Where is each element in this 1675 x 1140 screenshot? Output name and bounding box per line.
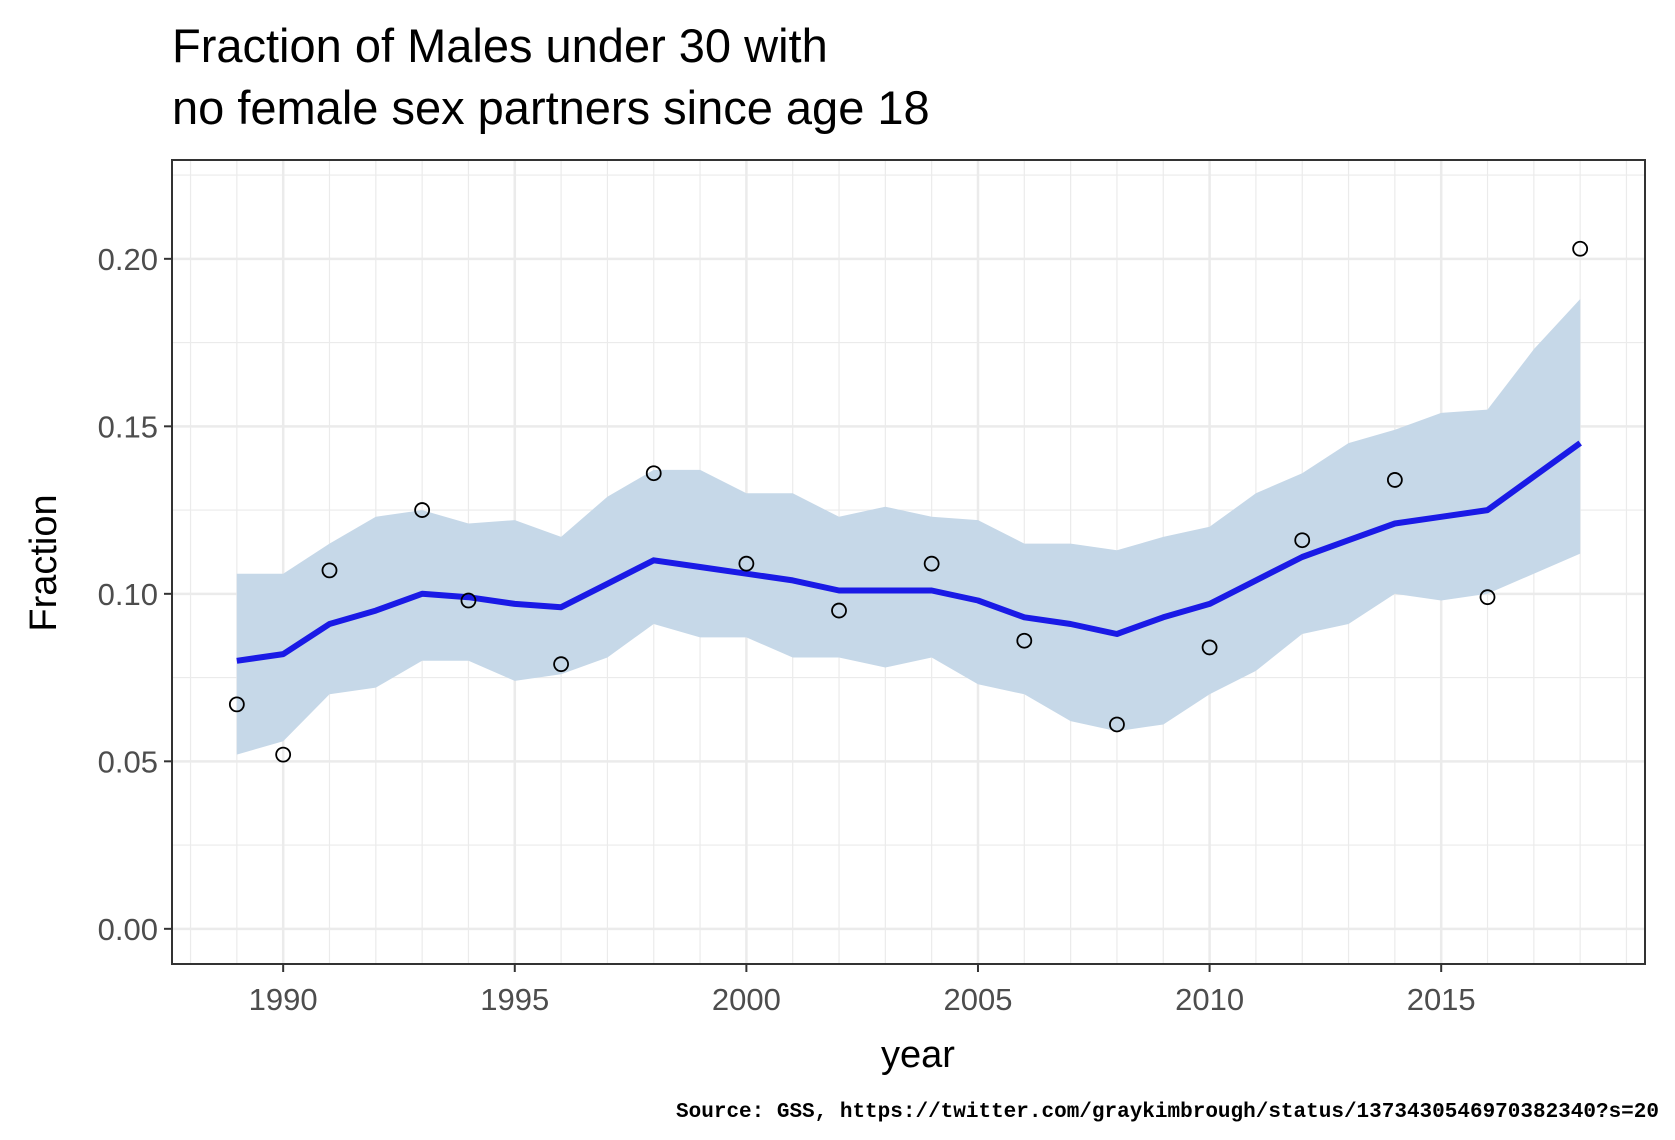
y-axis-ticks: 0.00 0.05 0.10 0.15 0.20: [98, 242, 172, 947]
data-point: [553, 656, 569, 673]
data-point: [321, 562, 338, 579]
x-axis-ticks: 1990 1995 2000 2005 2010 2015: [249, 964, 1476, 1017]
smooth-line: [236, 440, 1582, 664]
data-point: [1386, 472, 1403, 488]
data-points: [228, 240, 1589, 763]
data-point: [275, 746, 292, 763]
chart-title-line2: no female sex partners since age 18: [172, 81, 930, 134]
confidence-ribbon: [236, 299, 1581, 755]
data-point: [414, 502, 431, 518]
x-axis-title: year: [881, 1034, 955, 1076]
data-point: [1016, 632, 1033, 649]
data-point: [645, 465, 662, 482]
panel-border: [171, 159, 1646, 965]
x-tick-label: 1990: [249, 982, 318, 1017]
data-point: [1479, 589, 1496, 606]
data-point: [460, 592, 477, 609]
data-point: [923, 555, 940, 572]
data-point: [1109, 716, 1125, 733]
data-point: [738, 555, 755, 572]
y-tick-label: 0.10: [98, 577, 158, 612]
x-tick-label: 2005: [943, 982, 1012, 1017]
data-point: [1201, 639, 1218, 656]
data-point: [1294, 532, 1311, 549]
chart-title-line1: Fraction of Males under 30 with: [172, 19, 828, 72]
source-caption: Source: GSS, https://twitter.com/graykim…: [676, 1101, 1659, 1124]
x-tick-label: 2000: [712, 982, 781, 1017]
x-tick-label: 2015: [1407, 982, 1476, 1017]
y-tick-label: 0.20: [98, 242, 158, 277]
data-point: [1572, 240, 1589, 257]
x-tick-label: 1995: [480, 982, 549, 1017]
y-axis-title: Fraction: [23, 494, 65, 631]
data-point: [228, 696, 245, 713]
x-tick-label: 2010: [1175, 982, 1244, 1017]
data-point: [831, 602, 847, 619]
y-tick-label: 0.15: [98, 409, 158, 444]
y-tick-label: 0.00: [98, 912, 158, 947]
y-tick-label: 0.05: [98, 744, 158, 779]
